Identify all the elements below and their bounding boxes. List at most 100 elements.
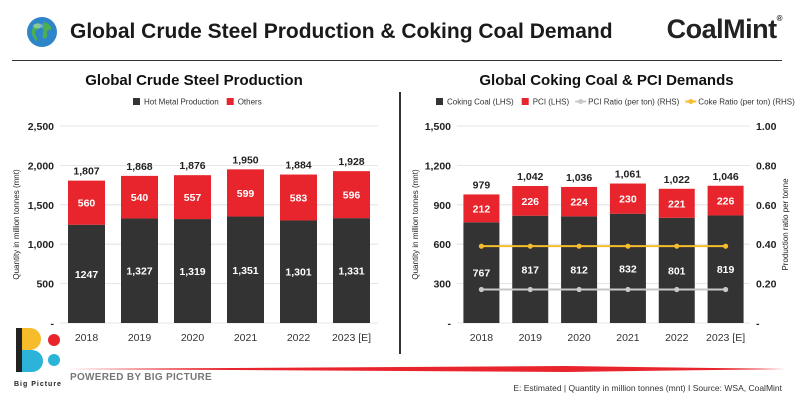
bar-total-label: 1,036	[566, 172, 592, 184]
y-tick-label: 1,500	[425, 121, 451, 133]
x-tick-label: 2021	[616, 332, 640, 344]
legend-swatch	[436, 98, 443, 105]
legend-swatch	[226, 98, 234, 105]
legend-item-2: PCI Ratio (per ton) (RHS)	[575, 98, 680, 107]
brand-name: CoalMint	[666, 14, 778, 44]
bar-total-label: 1,046	[712, 171, 738, 183]
bar-segment-1	[68, 180, 105, 225]
bar-total-label: 1,950	[232, 154, 258, 166]
bar-segment-1	[333, 171, 370, 219]
legend-label: Hot Metal Production	[144, 98, 219, 107]
bar-value-label: 819	[717, 264, 735, 276]
bar-total-label: 1,022	[664, 174, 690, 186]
bar-segment-0	[68, 224, 105, 323]
bar-value-label: 1,319	[179, 266, 205, 278]
line-point	[625, 243, 631, 249]
bar-value-label: 212	[473, 203, 491, 215]
bar-value-label: 1,301	[285, 267, 311, 279]
bar-value-label: 224	[570, 197, 588, 209]
y-tick-label: 1,500	[28, 200, 54, 212]
bar-segment-1	[463, 194, 500, 223]
bar-total-label: 1,061	[615, 169, 641, 181]
gridlines	[457, 125, 750, 324]
bar-value-label: 596	[343, 190, 361, 202]
powered-by-text: POWERED BY BIG PICTURE	[70, 372, 212, 383]
y-axis-label: Quantity in million tonnes (mnt)	[411, 169, 420, 280]
bar-value-label: 226	[521, 196, 539, 208]
chart-title: Global Coking Coal & PCI Demands	[479, 72, 733, 89]
bar-value-label: 812	[570, 265, 588, 277]
globe-icon	[27, 17, 57, 47]
big-picture-caption: Big Picture	[14, 381, 62, 388]
legend-item-1: Others	[226, 98, 262, 107]
bar-segment-1	[174, 175, 211, 220]
bar-total-label: 1,928	[338, 156, 364, 168]
y-tick-label: -	[448, 318, 452, 330]
legend-swatch-marker	[578, 99, 584, 104]
legend-item-0: Coking Coal (LHS)	[436, 98, 514, 107]
header-divider	[12, 60, 782, 61]
x-tick-label: 2018	[470, 332, 494, 344]
bar-segment-0	[280, 220, 317, 323]
bar-segment-0	[333, 218, 370, 323]
y-tick-label: -	[51, 318, 55, 330]
bar-segment-1	[280, 174, 317, 221]
x-tick-label: 2019	[128, 332, 152, 344]
header: Global Crude Steel Production & Coking C…	[0, 0, 800, 62]
bar-segment-1	[609, 183, 646, 214]
chart-divider	[399, 92, 401, 354]
line-point	[625, 286, 631, 293]
y-axis-label: Quantity in million tonnes (mnt)	[12, 169, 21, 280]
x-tick-label: 2022	[665, 332, 689, 344]
x-tick-label: 2020	[181, 332, 205, 344]
legend-label: PCI (LHS)	[533, 98, 570, 107]
y2-tick-label: 0.60	[756, 200, 777, 212]
y2-tick-label: 0.40	[756, 239, 777, 251]
line-point	[674, 286, 680, 293]
legend: Coking Coal (LHS) PCI (LHS) PCI Ratio (per…	[436, 98, 795, 107]
bar-value-label: 540	[131, 192, 149, 204]
x-tick-label: 2021	[234, 332, 258, 344]
bar-total-label: 979	[473, 179, 491, 191]
bar-value-label: 221	[668, 198, 686, 210]
legend-label: Others	[238, 98, 262, 107]
legend-swatch	[133, 98, 140, 105]
bar-segment-0	[121, 218, 158, 323]
bar-value-label: 832	[619, 263, 637, 275]
bar-value-label: 1,351	[232, 265, 258, 277]
x-tick-label: 2020	[567, 332, 591, 344]
bar-value-label: 599	[237, 188, 255, 200]
bar-total-label: 1,876	[179, 160, 205, 172]
bar-segment-1	[658, 188, 695, 218]
line-point	[576, 286, 582, 293]
line-point	[722, 243, 729, 249]
bar-segment-1	[707, 185, 744, 216]
legend-swatch	[521, 98, 529, 105]
bar-value-label: 226	[717, 196, 735, 208]
bar-segment-0	[658, 217, 695, 323]
coking-coal-chart: Global Coking Coal & PCI Demands Coking C…	[411, 72, 795, 344]
legend-label: Coke Ratio (per ton) (RHS)	[698, 98, 795, 107]
x-tick-label: 2018	[75, 332, 99, 344]
bar-value-label: 230	[619, 194, 637, 206]
line-point	[478, 243, 485, 249]
y2-tick-label: 1.00	[756, 121, 777, 133]
y-tick-label: 300	[433, 279, 451, 291]
bar-value-label: 817	[521, 264, 539, 276]
bar-value-label: 583	[290, 193, 308, 205]
bar-value-label: 557	[184, 192, 202, 204]
legend: Hot Metal Production Others	[133, 98, 262, 107]
y-tick-label: 1,200	[425, 160, 451, 172]
bar-total-label: 1,807	[73, 166, 99, 178]
bar-value-label: 1,327	[126, 266, 152, 278]
brand-logo: CoalMint®	[666, 14, 783, 45]
bar-segment-1	[227, 169, 264, 217]
footer-accent-bar	[66, 366, 786, 372]
y-tick-label: 600	[433, 239, 451, 251]
legend-swatch-marker	[688, 99, 694, 104]
line-point	[527, 286, 533, 293]
bar-total-label: 1,042	[517, 171, 543, 183]
bar-value-label: 801	[668, 265, 686, 277]
big-picture-logo	[16, 328, 60, 372]
